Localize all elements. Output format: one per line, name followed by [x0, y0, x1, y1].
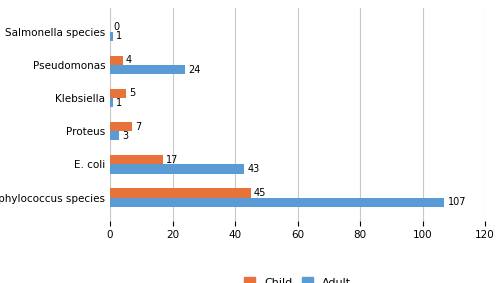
Bar — [110, 131, 120, 140]
Bar — [110, 32, 113, 41]
Text: 3: 3 — [122, 131, 128, 141]
Text: 17: 17 — [166, 155, 178, 165]
Bar — [110, 98, 113, 107]
Bar — [110, 122, 132, 131]
Text: 5: 5 — [129, 88, 135, 98]
Bar — [110, 155, 163, 164]
Legend: Child, Adult: Child, Adult — [240, 273, 355, 283]
Bar — [110, 164, 244, 174]
Text: 0: 0 — [113, 22, 119, 32]
Text: 24: 24 — [188, 65, 200, 74]
Bar — [110, 198, 444, 207]
Text: 7: 7 — [135, 122, 141, 132]
Bar — [110, 55, 122, 65]
Text: 45: 45 — [254, 188, 266, 198]
Bar — [110, 188, 250, 198]
Text: 43: 43 — [248, 164, 260, 174]
Bar — [110, 89, 126, 98]
Bar — [110, 65, 185, 74]
Text: 4: 4 — [126, 55, 132, 65]
Text: 107: 107 — [448, 197, 466, 207]
Text: 1: 1 — [116, 98, 122, 108]
Text: 1: 1 — [116, 31, 122, 41]
